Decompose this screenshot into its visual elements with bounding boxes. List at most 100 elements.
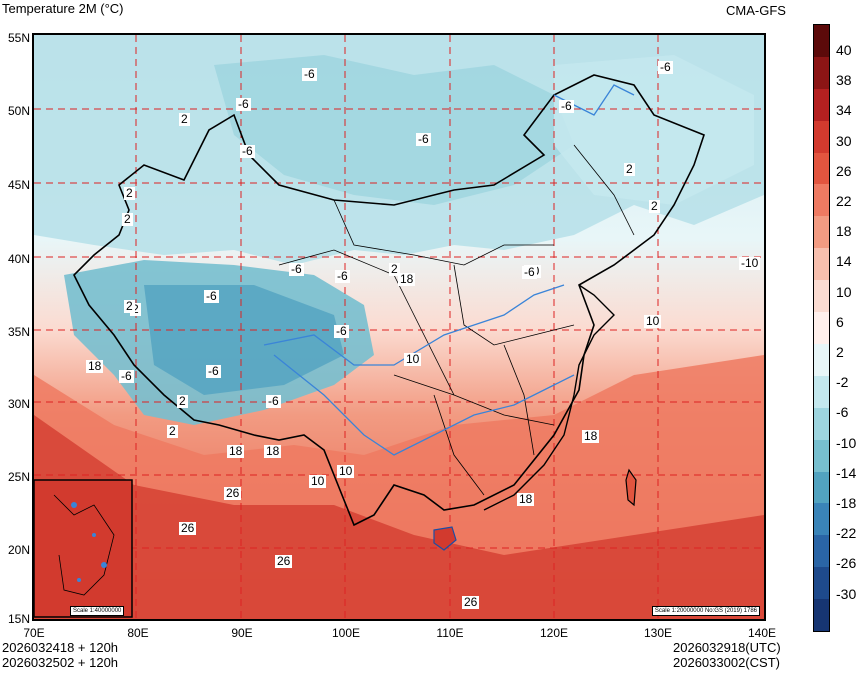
colorbar-label: -22 — [836, 525, 857, 542]
taiwan-island — [625, 468, 637, 507]
inset-islands — [71, 502, 107, 582]
contour-label: -6 — [204, 289, 219, 303]
contour-label: 18 — [86, 359, 104, 373]
contour-label: -6 — [335, 269, 350, 283]
longitude-label: 140E — [747, 626, 777, 640]
latitude-label: 40N — [7, 252, 30, 266]
colorbar-segment — [814, 567, 829, 600]
colorbar-label: -30 — [836, 585, 857, 602]
contour-label: -6 — [416, 132, 431, 146]
colorbar-segment — [814, 407, 829, 441]
colorbar-segment — [814, 375, 829, 409]
latitude-label: 35N — [7, 325, 30, 339]
contour-label: 2 — [122, 212, 133, 226]
colorbar-label: 22 — [836, 193, 852, 209]
contour-label: 18 — [264, 444, 282, 458]
coastline — [483, 284, 615, 511]
contour-label: 10 — [337, 464, 355, 478]
colorbar-label: -18 — [836, 495, 857, 511]
latitude-label: 30N — [7, 397, 30, 411]
contour-label: -6 — [522, 265, 537, 279]
hot-region-southwest — [34, 415, 764, 619]
contour-label: -6 — [266, 394, 281, 408]
longitude-label: 70E — [23, 626, 45, 640]
latitude-label: 50N — [7, 104, 30, 118]
colorbar-segment — [814, 312, 829, 345]
colorbar-label: 34 — [836, 102, 852, 119]
chart-title: Temperature 2M (°C) — [2, 1, 124, 16]
contour-label: 18 — [582, 429, 600, 443]
colorbar-segment — [814, 280, 829, 313]
colorbar-segment — [814, 599, 829, 632]
contour-label: -6 — [240, 144, 255, 158]
contour-label: 2 — [389, 262, 400, 276]
colorbar-label: 30 — [836, 132, 852, 149]
colorbar-segment — [814, 25, 829, 58]
inset-map — [34, 479, 133, 618]
colorbar-label: -6 — [836, 404, 849, 421]
contour-label: -6 — [658, 60, 673, 74]
colorbar-segment — [814, 120, 829, 154]
colorbar-segment — [814, 503, 829, 536]
hainan-island — [433, 526, 457, 551]
colorbar-segment — [814, 471, 829, 504]
contour-label: -6 — [302, 67, 317, 81]
grid-lines — [34, 35, 764, 619]
colorbar-label: -26 — [836, 555, 857, 572]
colorbar-label: -14 — [836, 464, 857, 481]
colorbar-segment — [814, 56, 829, 90]
contour-label: 18 — [398, 272, 416, 286]
colorbar-segment — [814, 152, 829, 185]
cold-region-mongolia — [214, 55, 574, 205]
contour-label: 26 — [179, 521, 197, 535]
init-time-utc: 2026032418 + 120h — [2, 640, 119, 655]
colorbar-label: 14 — [836, 253, 852, 270]
contour-label: 10 — [644, 314, 662, 328]
colorbar — [813, 24, 830, 632]
contour-label: 18 — [227, 444, 245, 458]
colorbar-segment — [814, 343, 829, 377]
map-scale: Scale 1:20000000 No:GS (2019) 1786 — [651, 606, 760, 616]
contour-label: 10 — [309, 474, 327, 488]
init-time-cst: 2026032502 + 120h — [2, 655, 119, 670]
contour-label: 2 — [124, 186, 135, 200]
contour-label: -6 — [119, 369, 134, 383]
colorbar-label: 40 — [836, 42, 852, 58]
colorbar-segment — [814, 439, 829, 473]
contour-label: 2 — [179, 112, 190, 126]
latitude-label: 55N — [7, 31, 30, 45]
contour-label: -6 — [334, 324, 349, 338]
contour-label: -6 — [206, 364, 221, 378]
contour-label: -6 — [289, 262, 304, 276]
china-border — [73, 74, 705, 527]
contour-label: 2 — [649, 199, 660, 213]
contour-label: 2 — [130, 302, 141, 316]
colorbar-label: 26 — [836, 162, 852, 179]
contour-label: -6 — [559, 99, 574, 113]
valid-time-cst: 2026033002(CST) — [673, 655, 780, 670]
longitude-label: 90E — [231, 626, 253, 640]
map-canvas — [34, 35, 764, 619]
province-lines — [278, 144, 635, 496]
rivers — [263, 84, 635, 456]
latitude-label: 25N — [7, 470, 30, 484]
contour-label: -10 — [739, 256, 761, 270]
colorbar-label: 10 — [836, 283, 852, 300]
colorbar-label: 6 — [836, 313, 844, 330]
valid-time-utc: 2026032918(UTC) — [673, 640, 781, 655]
inset-coast — [53, 494, 115, 596]
contour-label: 2 — [177, 394, 188, 408]
longitude-label: 110E — [436, 626, 464, 640]
colorbar-segment — [814, 184, 829, 217]
map-panel: -6-62-6-6-622-62-62-622-6-6210-610-102-6… — [32, 33, 766, 621]
contour-label: 26 — [275, 554, 293, 568]
colorbar-segment — [814, 248, 829, 281]
contour-label: 2 — [167, 424, 178, 438]
colorbar-segment — [814, 88, 829, 122]
colorbar-label: -2 — [836, 374, 849, 391]
cold-region-northeast — [554, 55, 754, 205]
longitude-label: 130E — [643, 626, 673, 640]
contour-label: 18 — [517, 492, 535, 506]
longitude-label: 120E — [539, 626, 569, 640]
contour-label: 26 — [224, 486, 242, 500]
